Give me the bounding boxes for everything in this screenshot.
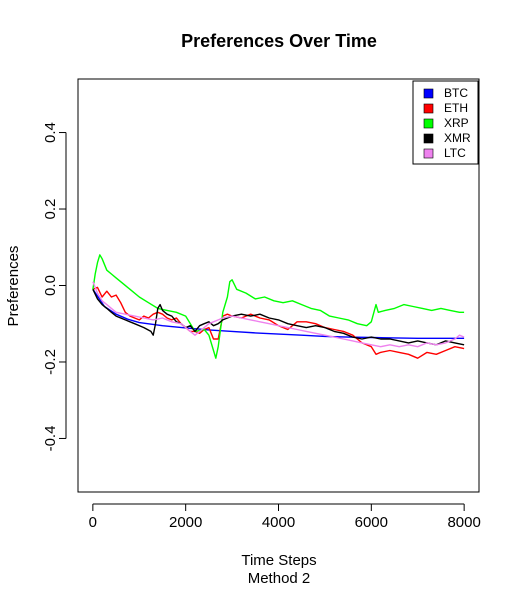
x-tick-label: 4000 — [262, 514, 295, 531]
y-axis-label: Preferences — [5, 246, 22, 327]
x-tick-label: 0 — [89, 514, 97, 531]
plot-frame — [77, 78, 480, 493]
x-axis-subtitle: Method 2 — [248, 570, 311, 587]
series-layer — [92, 254, 465, 359]
x-tick-label: 8000 — [447, 514, 480, 531]
legend-label-xrp: XRP — [444, 116, 469, 130]
x-axis-label: Time Steps — [241, 552, 316, 569]
legend-swatch-ltc — [423, 148, 434, 159]
y-tick-label: -0.2 — [42, 349, 59, 375]
y-tick-label: 0.2 — [42, 199, 59, 220]
series-line-xmr — [92, 288, 465, 346]
x-tick-label: 2000 — [169, 514, 202, 531]
y-tick-label: 0.4 — [42, 122, 59, 143]
x-axis: 0 2000 4000 6000 8000 — [89, 503, 481, 531]
y-axis: -0.4 -0.2 0.0 0.2 0.4 — [42, 122, 67, 452]
legend-swatch-eth — [423, 103, 434, 114]
legend-label-btc: BTC — [444, 86, 468, 100]
y-tick-label: -0.4 — [42, 426, 59, 452]
legend-label-ltc: LTC — [444, 146, 466, 160]
legend-swatch-xrp — [423, 118, 434, 129]
series-line-btc — [92, 288, 465, 339]
chart-title: Preferences Over Time — [181, 31, 377, 51]
legend-swatch-btc — [423, 88, 434, 99]
series-line-xrp — [92, 254, 465, 359]
legend-swatch-xmr — [423, 133, 434, 144]
x-tick-label: 6000 — [355, 514, 388, 531]
legend-label-xmr: XMR — [444, 131, 471, 145]
y-tick-label: 0.0 — [42, 275, 59, 296]
legend-label-eth: ETH — [444, 101, 468, 115]
series-line-eth — [92, 286, 465, 359]
series-line-ltc — [92, 281, 465, 348]
